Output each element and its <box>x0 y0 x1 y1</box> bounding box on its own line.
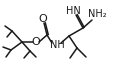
Text: O: O <box>39 14 47 24</box>
Text: HN: HN <box>66 6 80 16</box>
Text: NH₂: NH₂ <box>88 9 106 19</box>
Text: O: O <box>32 37 40 47</box>
Text: NH: NH <box>50 39 64 49</box>
